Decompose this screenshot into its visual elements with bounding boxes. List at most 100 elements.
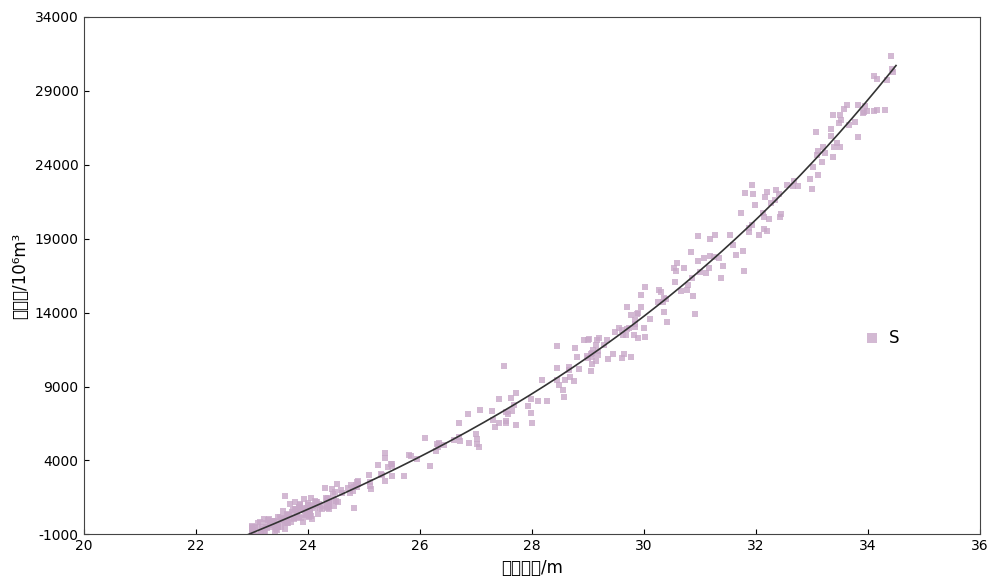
S <box>288 504 304 513</box>
S <box>299 509 315 518</box>
S <box>692 267 708 276</box>
S <box>257 524 273 534</box>
S <box>281 510 297 520</box>
S <box>277 492 293 501</box>
S <box>790 181 806 191</box>
S <box>637 283 653 292</box>
S <box>684 273 700 282</box>
S <box>334 488 350 497</box>
S <box>713 274 729 283</box>
S <box>244 522 260 531</box>
S <box>569 353 585 362</box>
S <box>244 524 260 534</box>
S <box>659 318 675 327</box>
S <box>850 100 866 109</box>
S <box>284 507 300 517</box>
S <box>772 212 788 221</box>
S <box>741 227 757 236</box>
S <box>269 519 285 529</box>
S <box>786 176 802 185</box>
S <box>295 517 311 527</box>
S <box>779 180 795 189</box>
S <box>658 295 674 304</box>
S <box>619 302 635 312</box>
S <box>268 521 284 530</box>
S <box>302 505 318 514</box>
S <box>855 109 871 118</box>
S <box>498 417 514 426</box>
S <box>301 503 317 513</box>
S <box>301 512 317 522</box>
S <box>584 359 600 369</box>
S <box>757 192 773 202</box>
S <box>292 500 308 510</box>
S <box>576 335 592 344</box>
S <box>690 256 706 266</box>
S <box>763 198 779 208</box>
S <box>491 419 507 428</box>
S <box>280 510 296 519</box>
S <box>301 508 317 517</box>
S <box>327 487 343 497</box>
S <box>530 396 546 406</box>
S <box>244 530 260 539</box>
S <box>291 502 307 512</box>
S <box>804 185 820 194</box>
S <box>461 439 477 448</box>
S <box>581 335 597 344</box>
S <box>728 250 744 259</box>
X-axis label: 代表水位/m: 代表水位/m <box>501 559 563 577</box>
S <box>701 263 717 273</box>
S <box>667 277 683 286</box>
S <box>523 408 539 417</box>
S <box>629 309 645 319</box>
S <box>429 439 445 449</box>
S <box>244 529 260 539</box>
S <box>293 513 309 523</box>
S <box>627 322 643 332</box>
S <box>300 499 316 508</box>
S <box>308 497 324 507</box>
S <box>636 323 652 333</box>
S <box>627 315 643 325</box>
S <box>859 106 875 116</box>
S <box>491 395 507 404</box>
S <box>607 328 623 337</box>
S <box>320 503 336 512</box>
S <box>715 262 731 271</box>
S <box>281 513 297 523</box>
S <box>460 410 476 419</box>
S <box>583 366 599 376</box>
S <box>244 522 260 532</box>
S <box>304 514 320 523</box>
S <box>683 248 699 257</box>
S <box>260 522 276 532</box>
S <box>283 517 299 526</box>
S <box>300 503 316 513</box>
S <box>549 363 565 372</box>
S <box>326 496 342 505</box>
S <box>825 152 841 161</box>
S <box>292 505 308 514</box>
S <box>508 388 524 397</box>
S <box>626 330 642 340</box>
S <box>291 502 307 512</box>
S <box>469 439 485 449</box>
S <box>299 511 315 520</box>
S <box>320 494 336 503</box>
S <box>534 375 550 385</box>
S <box>256 526 272 536</box>
S <box>722 230 738 239</box>
S <box>702 234 718 243</box>
S <box>498 407 514 417</box>
S <box>350 479 366 489</box>
S <box>296 506 312 515</box>
S <box>263 518 279 527</box>
S <box>539 396 555 406</box>
S <box>580 336 596 345</box>
S <box>637 333 653 342</box>
S <box>733 209 749 218</box>
S <box>287 505 303 514</box>
S <box>321 497 337 507</box>
S <box>346 482 362 491</box>
